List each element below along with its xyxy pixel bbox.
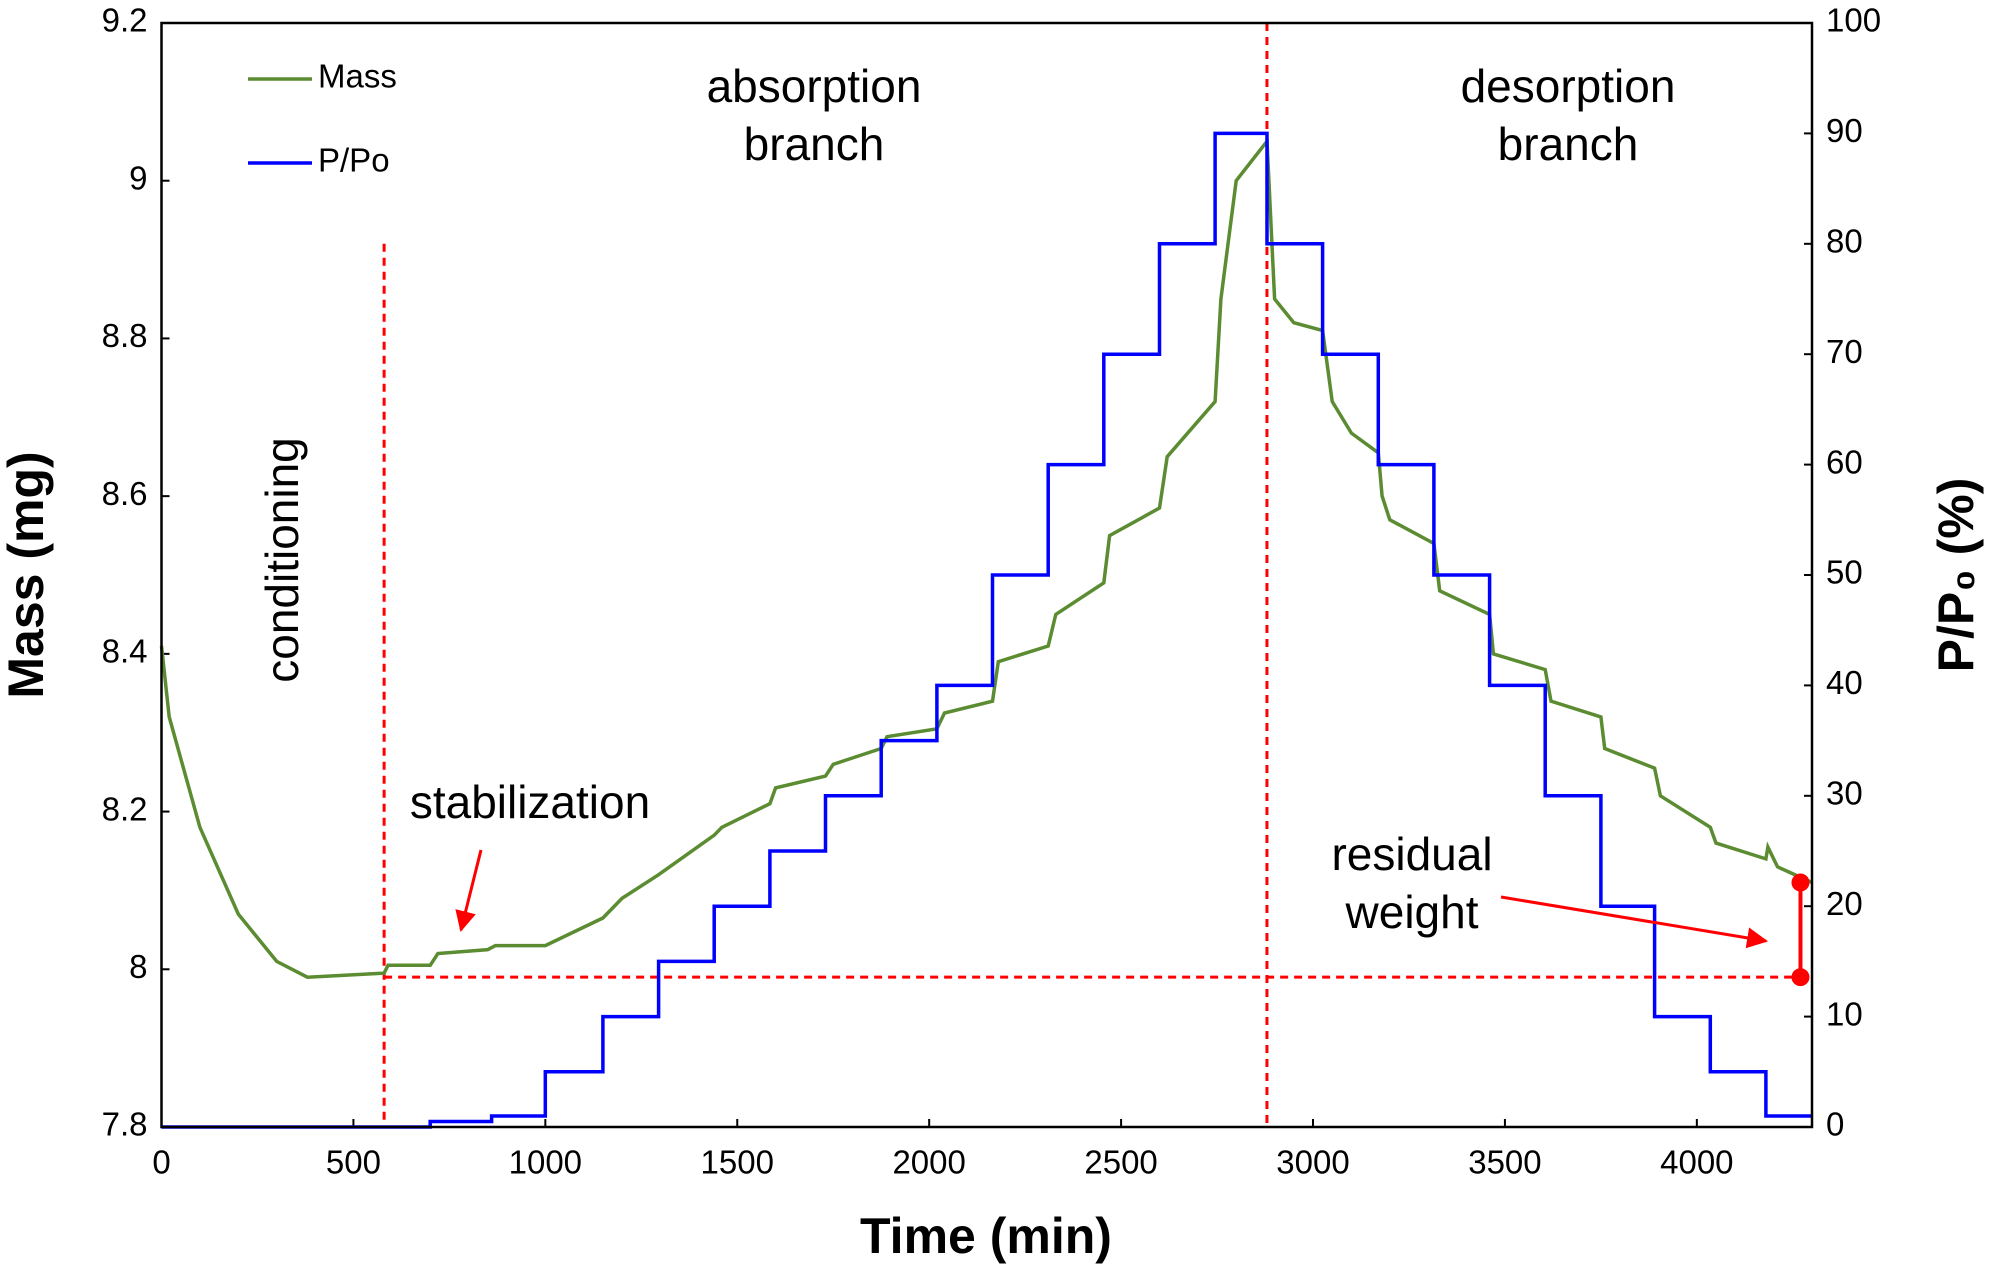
x-tick-label: 0 <box>152 1144 170 1181</box>
series-line <box>161 131 1812 1129</box>
annotation: absorption branch <box>707 60 922 170</box>
x-tick-label: 4000 <box>1660 1144 1733 1181</box>
annotation: residual weight <box>1331 828 1492 938</box>
annotation: stabilization <box>410 776 650 828</box>
y2-tick-label: 0 <box>1826 1106 1844 1143</box>
y-tick-label: 8 <box>129 948 147 985</box>
y2-tick-label: 100 <box>1826 2 1881 39</box>
annotation-text: conditioning <box>256 437 308 683</box>
residual-dot <box>1791 873 1810 892</box>
y-tick-label: 9 <box>129 159 147 196</box>
x-axis-title: Time (min) <box>860 1208 1112 1264</box>
y2-tick-label: 30 <box>1826 775 1863 812</box>
annotation: desorption branch <box>1461 60 1676 170</box>
annotation-text: stabilization <box>410 776 650 828</box>
x-tick-label: 500 <box>326 1144 381 1181</box>
plot-frame <box>160 21 1814 1129</box>
x-tick-label: 3500 <box>1468 1144 1541 1181</box>
annotation-text: weight <box>1345 886 1479 938</box>
annotation-text: residual <box>1331 828 1492 880</box>
y-tick-label: 7.8 <box>102 1106 148 1143</box>
y-axis-title: Mass (mg) <box>0 451 54 698</box>
y2-axis-title: P/P₀ (%) <box>1928 478 1984 673</box>
y-tick-label: 9.2 <box>102 2 148 39</box>
y2-tick-label: 60 <box>1826 443 1863 480</box>
annotation-text: absorption <box>707 60 922 112</box>
legend-label: Mass <box>318 58 397 95</box>
annotation-text: desorption <box>1461 60 1676 112</box>
y2-tick-label: 50 <box>1826 554 1863 591</box>
x-tick-label: 3000 <box>1276 1144 1349 1181</box>
legend-label: P/Po <box>318 142 390 179</box>
y-tick-label: 8.4 <box>102 633 148 670</box>
residual-dot <box>1791 968 1810 987</box>
annotation: conditioning <box>256 437 308 683</box>
y-tick-label: 8.6 <box>102 475 148 512</box>
y2-tick-label: 10 <box>1826 995 1863 1032</box>
y-tick-label: 8.8 <box>102 317 148 354</box>
y2-tick-label: 90 <box>1826 112 1863 149</box>
x-tick-label: 1500 <box>701 1144 774 1181</box>
annotation-arrow <box>1500 895 1769 949</box>
annotation-text: branch <box>1498 118 1639 170</box>
series-line <box>159 136 1813 979</box>
y2-tick-label: 40 <box>1826 664 1863 701</box>
y2-tick-label: 80 <box>1826 223 1863 260</box>
annotation-text: branch <box>744 118 885 170</box>
x-tick-label: 1000 <box>509 1144 582 1181</box>
x-tick-label: 2000 <box>892 1144 965 1181</box>
x-tick-label: 2500 <box>1084 1144 1157 1181</box>
y-tick-label: 8.2 <box>102 790 148 827</box>
y2-tick-label: 70 <box>1826 333 1863 370</box>
annotation-arrow <box>455 849 483 933</box>
y2-tick-label: 20 <box>1826 885 1863 922</box>
